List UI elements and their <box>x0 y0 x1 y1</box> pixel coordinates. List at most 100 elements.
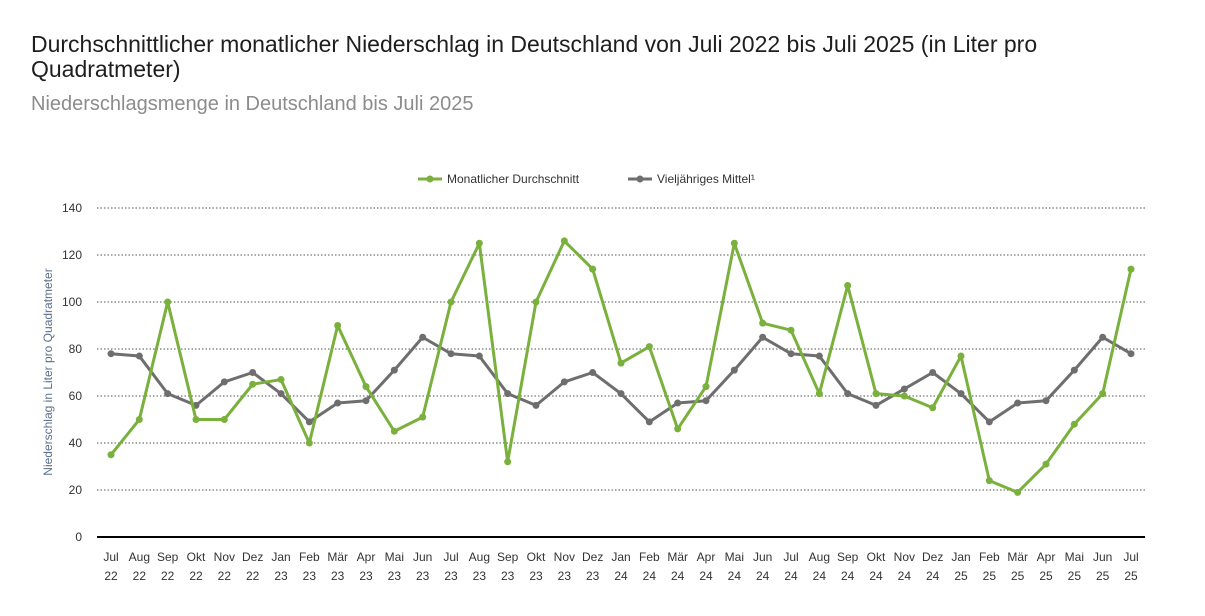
data-point <box>1014 488 1022 496</box>
data-point <box>1099 333 1107 341</box>
y-tick-label: 120 <box>62 248 82 262</box>
data-point <box>929 404 937 412</box>
data-point <box>1042 460 1050 468</box>
data-point <box>1042 397 1050 405</box>
data-point <box>674 399 682 407</box>
y-tick-label: 0 <box>75 530 82 544</box>
x-tick-year: 23 <box>416 569 430 583</box>
data-point <box>1127 350 1135 358</box>
data-point <box>815 352 823 360</box>
x-tick-month: Jul <box>103 550 118 564</box>
x-tick-year: 23 <box>586 569 600 583</box>
x-tick-month: Jul <box>1123 550 1138 564</box>
x-tick-year: 24 <box>898 569 912 583</box>
y-tick-label: 20 <box>69 483 83 497</box>
x-tick-month: Nov <box>214 550 235 564</box>
data-point <box>362 397 370 405</box>
x-tick-year: 23 <box>473 569 487 583</box>
x-tick-year: 24 <box>813 569 827 583</box>
data-point <box>985 477 993 485</box>
x-tick-month: Jul <box>783 550 798 564</box>
legend-label: Vieljähriges Mittel¹ <box>657 172 755 186</box>
legend-swatch-marker <box>636 175 644 183</box>
x-tick-month: Okt <box>867 550 886 564</box>
x-tick-year: 25 <box>1096 569 1110 583</box>
data-point <box>730 366 738 374</box>
x-tick-month: Jun <box>1093 550 1112 564</box>
x-tick-month: Apr <box>357 550 376 564</box>
data-point <box>560 237 568 245</box>
y-tick-label: 140 <box>62 201 82 215</box>
data-point <box>220 378 228 386</box>
x-tick-month: Sep <box>837 550 859 564</box>
data-point <box>305 418 313 426</box>
data-point <box>929 369 937 376</box>
x-tick-year: 24 <box>699 569 713 583</box>
series-line <box>109 239 1133 494</box>
data-point <box>447 350 455 358</box>
data-point <box>475 239 483 247</box>
x-tick-year: 22 <box>104 569 118 583</box>
data-point <box>107 350 115 358</box>
data-point <box>560 378 568 386</box>
x-tick-year: 25 <box>1011 569 1025 583</box>
series-lines <box>107 237 1135 496</box>
data-point <box>872 401 880 409</box>
data-point <box>277 376 285 384</box>
data-point <box>589 265 597 273</box>
data-point <box>135 352 143 360</box>
x-tick-year: 24 <box>869 569 883 583</box>
data-point <box>107 451 115 459</box>
data-point <box>702 397 710 405</box>
chart-title: Durchschnittlicher monatlicher Niedersch… <box>31 31 1038 82</box>
data-point <box>815 390 823 398</box>
x-tick-year: 24 <box>926 569 940 583</box>
x-tick-year: 24 <box>643 569 657 583</box>
x-tick-month: Jun <box>413 550 432 564</box>
y-tick-label: 60 <box>69 389 83 403</box>
x-tick-year: 23 <box>529 569 543 583</box>
legend: Monatlicher Durchschnitt Vieljähriges Mit… <box>418 172 755 186</box>
x-tick-year: 22 <box>246 569 260 583</box>
x-tick-year: 25 <box>1068 569 1082 583</box>
data-point <box>872 390 880 398</box>
x-tick-month: Mär <box>667 550 688 564</box>
x-tick-month: Jan <box>951 550 970 564</box>
data-point <box>1070 366 1078 374</box>
x-tick-year: 23 <box>388 569 402 583</box>
x-tick-month: Okt <box>187 550 206 564</box>
x-tick-month: Okt <box>527 550 546 564</box>
data-point <box>759 333 767 341</box>
data-point <box>419 413 427 421</box>
chart-subtitle: Niederschlagsmenge in Deutschland bis Ju… <box>31 93 474 115</box>
x-tick-year: 23 <box>558 569 572 583</box>
data-point <box>334 322 342 329</box>
x-tick-year: 22 <box>218 569 232 583</box>
data-point <box>645 418 653 426</box>
data-point <box>1127 265 1135 273</box>
x-tick-month: Nov <box>554 550 575 564</box>
data-point <box>589 369 597 376</box>
x-tick-month: Sep <box>497 550 519 564</box>
x-tick-year: 22 <box>189 569 203 583</box>
x-tick-year: 22 <box>161 569 175 583</box>
data-point <box>985 418 993 426</box>
data-point <box>164 390 172 398</box>
x-tick-year: 24 <box>784 569 798 583</box>
x-tick-month: Aug <box>469 550 490 564</box>
data-point <box>220 416 228 423</box>
data-point <box>1014 399 1022 407</box>
x-tick-month: Dez <box>582 550 603 564</box>
x-tick-year: 23 <box>359 569 373 583</box>
data-point <box>844 390 852 398</box>
x-tick-year: 25 <box>954 569 968 583</box>
x-axis-ticks: Jul 22 Aug 22 Sep 22 Okt 22 Nov 22 Dez 22 Jan 23 Feb 23… <box>103 550 1138 583</box>
data-point <box>305 439 313 447</box>
series-line <box>110 335 1132 424</box>
data-point <box>787 350 795 358</box>
data-point <box>504 390 512 398</box>
legend-swatch-marker <box>426 175 434 183</box>
x-tick-month: Mai <box>385 550 404 564</box>
data-point <box>135 416 143 423</box>
